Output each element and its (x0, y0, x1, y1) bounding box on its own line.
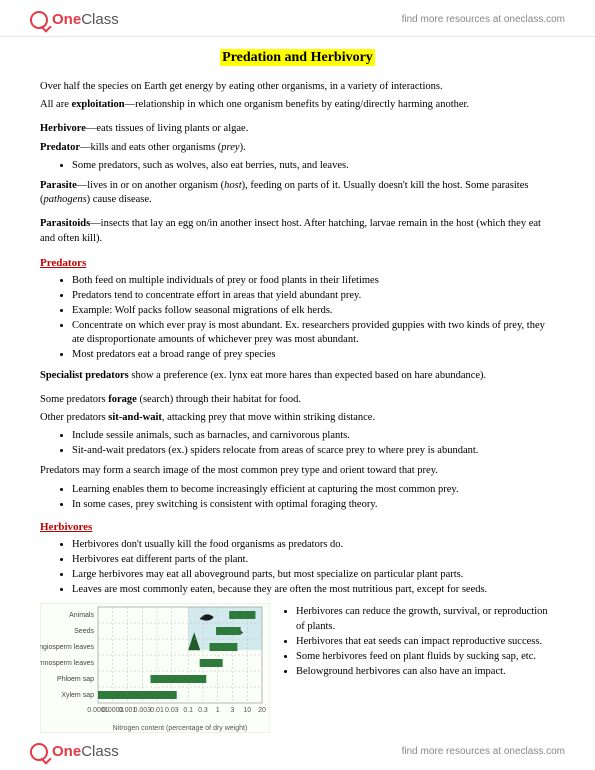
search-image-list: Learning enables them to become increasi… (40, 483, 555, 512)
svg-text:1: 1 (216, 707, 220, 714)
sit-and-wait-text: Other predators sit-and-wait, attacking … (40, 411, 555, 425)
intro-line-2: All are exploitation—relationship in whi… (40, 98, 555, 112)
search-image-text: Predators may form a search image of the… (40, 464, 555, 478)
logo-icon (30, 743, 48, 761)
specialist-text: Specialist predators show a preference (… (40, 369, 555, 383)
list-item: Example: Wolf packs follow seasonal migr… (72, 304, 555, 318)
title-highlight: Predation and Herbivory (220, 49, 375, 66)
svg-text:Phloem sap: Phloem sap (57, 676, 94, 683)
list-item: Concentrate on which ever pray is most a… (72, 319, 555, 347)
svg-text:Seeds: Seeds (74, 628, 94, 635)
def-predator: Predator—kills and eats other organisms … (40, 141, 555, 155)
nitrogen-chart: 0.00010.00030.0010.0030.010.030.10.31310… (40, 603, 270, 733)
logo-word-one: One (52, 743, 81, 760)
list-item: Sit-and-wait predators (ex.) spiders rel… (72, 444, 555, 458)
logo-icon (30, 11, 48, 29)
definitions-section: Herbivore—eats tissues of living plants … (40, 122, 555, 207)
parasitoids-section: Parasitoids—insects that lay an egg on/i… (40, 217, 555, 245)
svg-text:0.03: 0.03 (165, 707, 179, 714)
brand-logo-footer: OneClass (30, 742, 119, 762)
intro-section: Over half the species on Earth get energ… (40, 80, 555, 112)
resources-link[interactable]: find more resources at oneclass.com (402, 13, 565, 27)
chart-svg: 0.00010.00030.0010.0030.010.030.10.31310… (40, 603, 270, 733)
logo-text: OneClass (52, 742, 119, 762)
forage-text: Some predators forage (search) through t… (40, 393, 555, 407)
svg-text:Nitrogen content (percentage o: Nitrogen content (percentage of dry weig… (113, 725, 248, 732)
logo-text: OneClass (52, 10, 119, 30)
predators-heading: Predators (40, 256, 555, 271)
list-item: Some herbivores feed on plant fluids by … (296, 650, 555, 664)
def-herbivore: Herbivore—eats tissues of living plants … (40, 122, 555, 136)
list-item: Some predators, such as wolves, also eat… (72, 159, 555, 173)
def-parasite: Parasite—lives in or on another organism… (40, 179, 555, 207)
svg-text:Gymnosperm leaves: Gymnosperm leaves (40, 660, 94, 667)
svg-text:0.01: 0.01 (150, 707, 164, 714)
list-item: Herbivores eat different parts of the pl… (72, 553, 555, 567)
svg-text:Animals: Animals (69, 612, 94, 619)
list-item: Both feed on multiple individuals of pre… (72, 274, 555, 288)
specialist-section: Specialist predators show a preference (… (40, 369, 555, 383)
sit-and-wait-list: Include sessile animals, such as barnacl… (40, 429, 555, 458)
list-item: Most predators eat a broad range of prey… (72, 348, 555, 362)
herbivores-list: Herbivores don't usually kill the food o… (40, 538, 555, 598)
impact-list: Herbivores can reduce the growth, surviv… (280, 605, 555, 679)
svg-text:0.003: 0.003 (134, 707, 152, 714)
intro-line-1: Over half the species on Earth get energ… (40, 80, 555, 94)
page-title: Predation and Herbivory (40, 49, 555, 68)
svg-text:20: 20 (258, 707, 266, 714)
list-item: Belowground herbivores can also have an … (296, 665, 555, 679)
list-item: Include sessile animals, such as barnacl… (72, 429, 555, 443)
svg-text:10: 10 (243, 707, 251, 714)
svg-text:0.1: 0.1 (183, 707, 193, 714)
list-item: Leaves are most commonly eaten, because … (72, 583, 555, 597)
document-body: Predation and Herbivory Over half the sp… (0, 37, 595, 733)
list-item: Herbivores don't usually kill the food o… (72, 538, 555, 552)
predator-sublist: Some predators, such as wolves, also eat… (40, 159, 555, 173)
list-item: Herbivores that eat seeds can impact rep… (296, 635, 555, 649)
herbivores-heading: Herbivores (40, 520, 555, 535)
chart-and-text-row: 0.00010.00030.0010.0030.010.030.10.31310… (40, 603, 555, 733)
list-item: Learning enables them to become increasi… (72, 483, 555, 497)
page-footer: OneClass find more resources at oneclass… (0, 742, 595, 762)
list-item: Herbivores can reduce the growth, surviv… (296, 605, 555, 633)
page-header: OneClass find more resources at oneclass… (0, 0, 595, 37)
svg-text:0.3: 0.3 (198, 707, 208, 714)
svg-text:Xylem sap: Xylem sap (61, 692, 94, 699)
def-parasitoids: Parasitoids—insects that lay an egg on/i… (40, 217, 555, 245)
svg-text:Angiosperm leaves: Angiosperm leaves (40, 644, 94, 651)
list-item: Large herbivores may eat all aboveground… (72, 568, 555, 582)
logo-word-class: Class (81, 743, 119, 760)
resources-link-footer[interactable]: find more resources at oneclass.com (402, 745, 565, 759)
logo-word-one: One (52, 11, 81, 28)
list-item: In some cases, prey switching is consist… (72, 498, 555, 512)
brand-logo: OneClass (30, 10, 119, 30)
list-item: Predators tend to concentrate effort in … (72, 289, 555, 303)
predators-list: Both feed on multiple individuals of pre… (40, 274, 555, 363)
herbivore-impact-text: Herbivores can reduce the growth, surviv… (280, 603, 555, 685)
logo-word-class: Class (81, 11, 119, 28)
svg-text:3: 3 (231, 707, 235, 714)
